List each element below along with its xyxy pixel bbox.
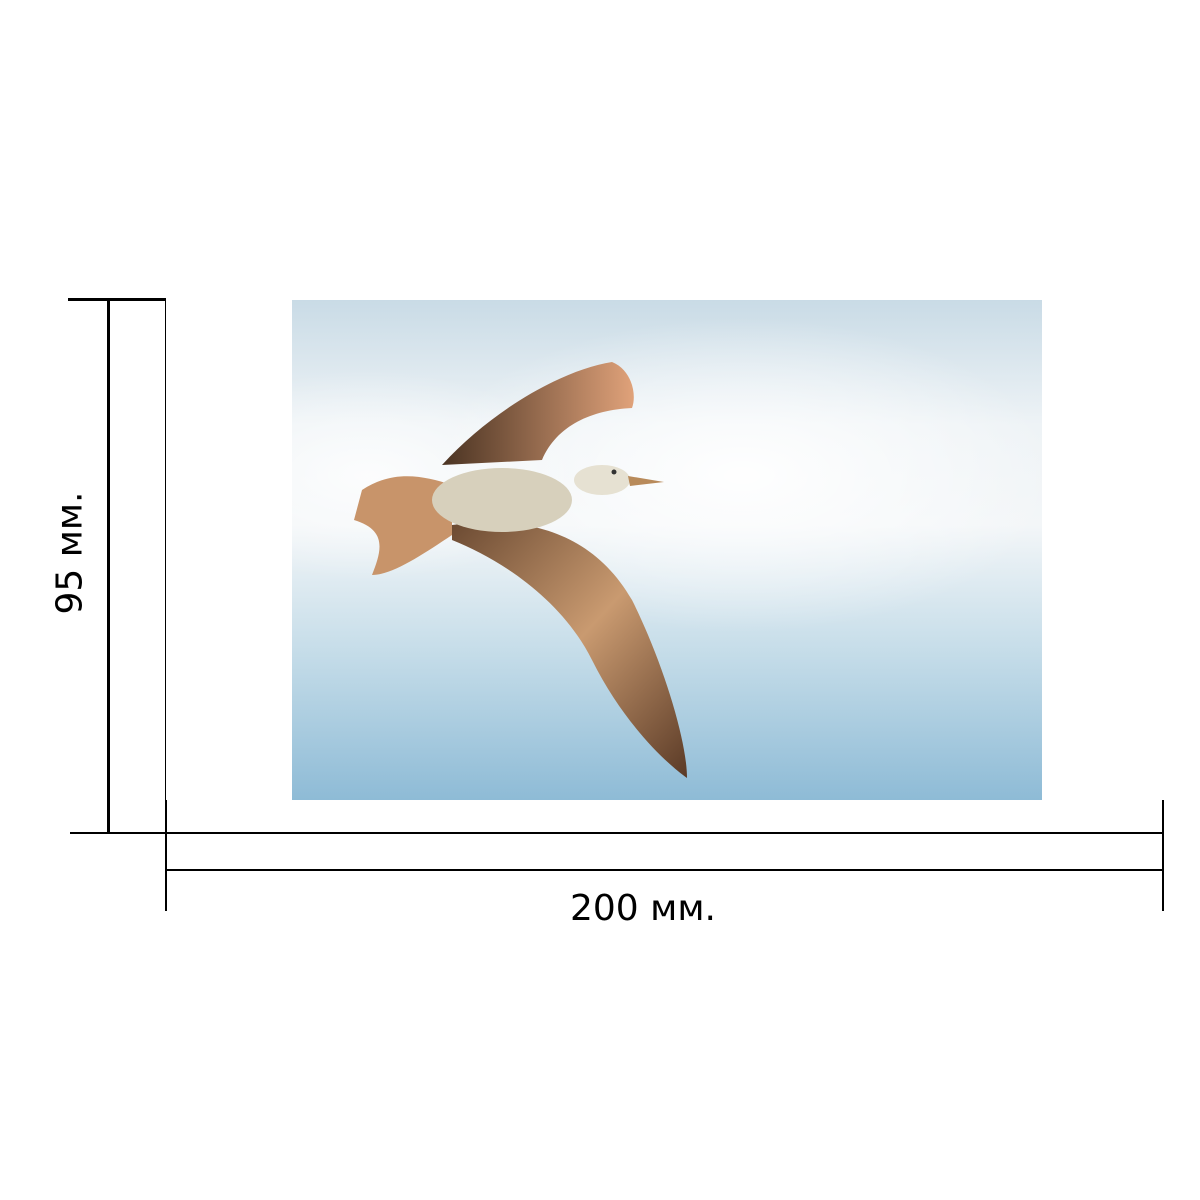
seagull-illustration: [354, 362, 687, 778]
height-dimension-top-tick: [68, 298, 166, 301]
height-dimension-line: [107, 298, 110, 834]
width-label: 200 мм.: [570, 888, 716, 929]
width-dimension-left-tick: [165, 800, 167, 911]
width-dimension-right-tick: [1162, 800, 1164, 911]
height-dimension-bottom-tick: [70, 832, 1164, 834]
width-dimension-line: [166, 869, 1164, 871]
product-photo: [292, 300, 1042, 800]
height-label: 95 мм.: [49, 491, 91, 615]
height-extension-line: [165, 298, 166, 834]
